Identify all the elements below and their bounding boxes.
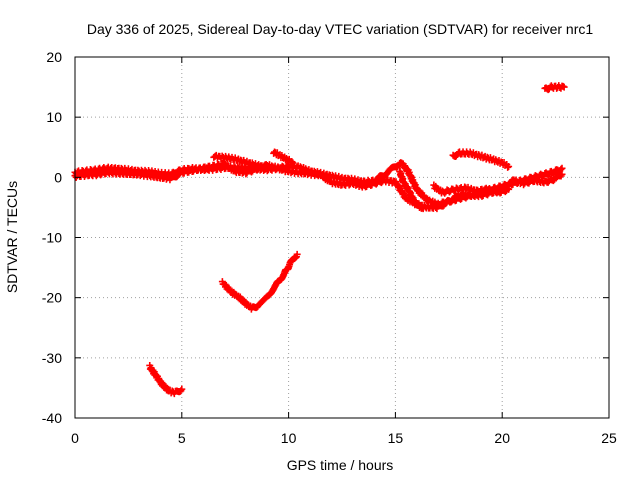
y-tick-label: 20 — [46, 49, 62, 65]
x-tick-label: 0 — [71, 430, 79, 446]
series-main-band-a — [71, 159, 566, 209]
series-marker-path — [430, 181, 513, 197]
grid — [75, 57, 609, 418]
y-tick-label: 0 — [54, 169, 62, 185]
x-tick-label: 20 — [494, 430, 510, 446]
chart-title: Day 336 of 2025, Sidereal Day-to-day VTE… — [87, 21, 593, 37]
series-marker-path — [396, 167, 427, 213]
y-tick-label: -10 — [42, 230, 62, 246]
series-marker-path — [71, 159, 566, 209]
series-marker-path — [449, 148, 513, 171]
x-tick-label: 5 — [178, 430, 186, 446]
series-right-22 — [541, 82, 568, 94]
ticks — [74, 56, 610, 419]
series-marker-path — [210, 151, 271, 173]
x-tick-label: 25 — [601, 430, 617, 446]
series-dip-3-5 — [146, 361, 186, 398]
series-bump-9-10 — [270, 148, 297, 167]
y-tick-label: 10 — [46, 109, 62, 125]
series-cross-15-17 — [396, 167, 427, 213]
y-axis-label: SDTVAR / TECUs — [4, 181, 20, 293]
series-marker-path — [218, 250, 301, 313]
x-tick-label: 15 — [388, 430, 404, 446]
series-v-7-10 — [218, 250, 301, 313]
series-mid-17-20 — [430, 181, 513, 197]
series-arc-18-20 — [449, 148, 513, 171]
x-tick-label: 10 — [281, 430, 297, 446]
y-tick-label: -30 — [42, 350, 62, 366]
data-marks — [71, 82, 568, 398]
series-marker-path — [270, 148, 297, 167]
series-marker-path — [146, 361, 186, 398]
y-tick-label: -20 — [42, 290, 62, 306]
tick-labels: 0 5 10 15 20 25 -40 -30 -20 -10 0 10 20 — [42, 49, 617, 446]
x-axis-label: GPS time / hours — [287, 457, 394, 473]
series-bump-6-9 — [210, 151, 271, 173]
series-marker-path — [541, 82, 568, 94]
y-tick-label: -40 — [42, 410, 62, 426]
